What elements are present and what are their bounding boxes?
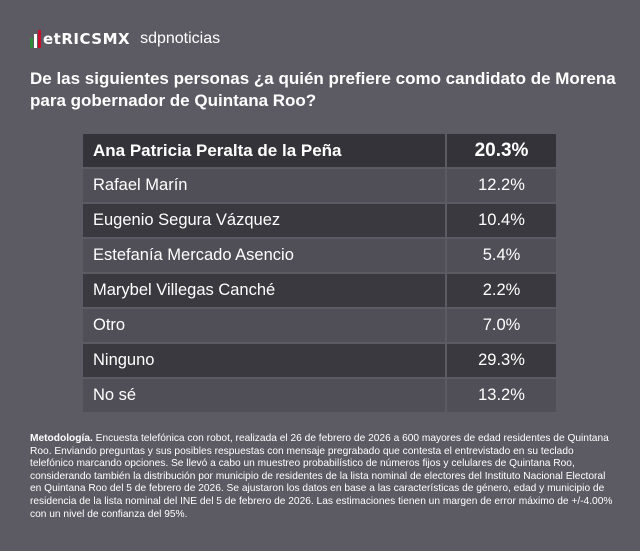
candidate-name: Ninguno <box>83 344 445 377</box>
candidate-name: Rafael Marín <box>83 169 445 202</box>
candidate-name: Eugenio Segura Vázquez <box>83 204 445 237</box>
candidate-percentage: 5.4% <box>445 239 556 272</box>
header: etRICSMX sdpnoticias <box>30 30 220 48</box>
table-row: Eugenio Segura Vázquez 10.4% <box>83 204 556 237</box>
methodology-label: Metodología. <box>30 433 93 444</box>
partner-name: sdpnoticias <box>140 30 221 47</box>
table-row: Ana Patricia Peralta de la Peña 20.3% <box>83 134 556 167</box>
candidate-name: Otro <box>83 309 445 342</box>
question-title: De las siguientes personas ¿a quién pref… <box>30 69 616 110</box>
table-row: Estefanía Mercado Asencio 5.4% <box>83 239 556 272</box>
methodology-text: Encuesta telefónica con robot, realizada… <box>30 433 613 520</box>
candidate-percentage: 13.2% <box>445 379 556 412</box>
table-row: Ninguno 29.3% <box>83 344 556 377</box>
methodology-note: Metodología. Encuesta telefónica con rob… <box>30 433 615 521</box>
candidate-percentage: 10.4% <box>445 204 556 237</box>
candidate-name: Ana Patricia Peralta de la Peña <box>83 134 445 167</box>
candidate-percentage: 20.3% <box>445 134 556 167</box>
candidate-name: No sé <box>83 379 445 412</box>
candidate-percentage: 7.0% <box>445 309 556 342</box>
table-row: No sé 13.2% <box>83 379 556 412</box>
candidate-percentage: 2.2% <box>445 274 556 307</box>
candidate-name: Marybel Villegas Canché <box>83 274 445 307</box>
table-row: Marybel Villegas Canché 2.2% <box>83 274 556 307</box>
candidate-name: Estefanía Mercado Asencio <box>83 239 445 272</box>
metrics-logo: etRICSMX <box>30 30 130 48</box>
metrics-logo-icon <box>30 30 41 48</box>
metrics-logo-text: etRICSMX <box>43 30 131 48</box>
table-row: Otro 7.0% <box>83 309 556 342</box>
candidate-percentage: 12.2% <box>445 169 556 202</box>
candidate-percentage: 29.3% <box>445 344 556 377</box>
results-table: Ana Patricia Peralta de la Peña 20.3% Rafa… <box>83 132 556 414</box>
table-row: Rafael Marín 12.2% <box>83 169 556 202</box>
